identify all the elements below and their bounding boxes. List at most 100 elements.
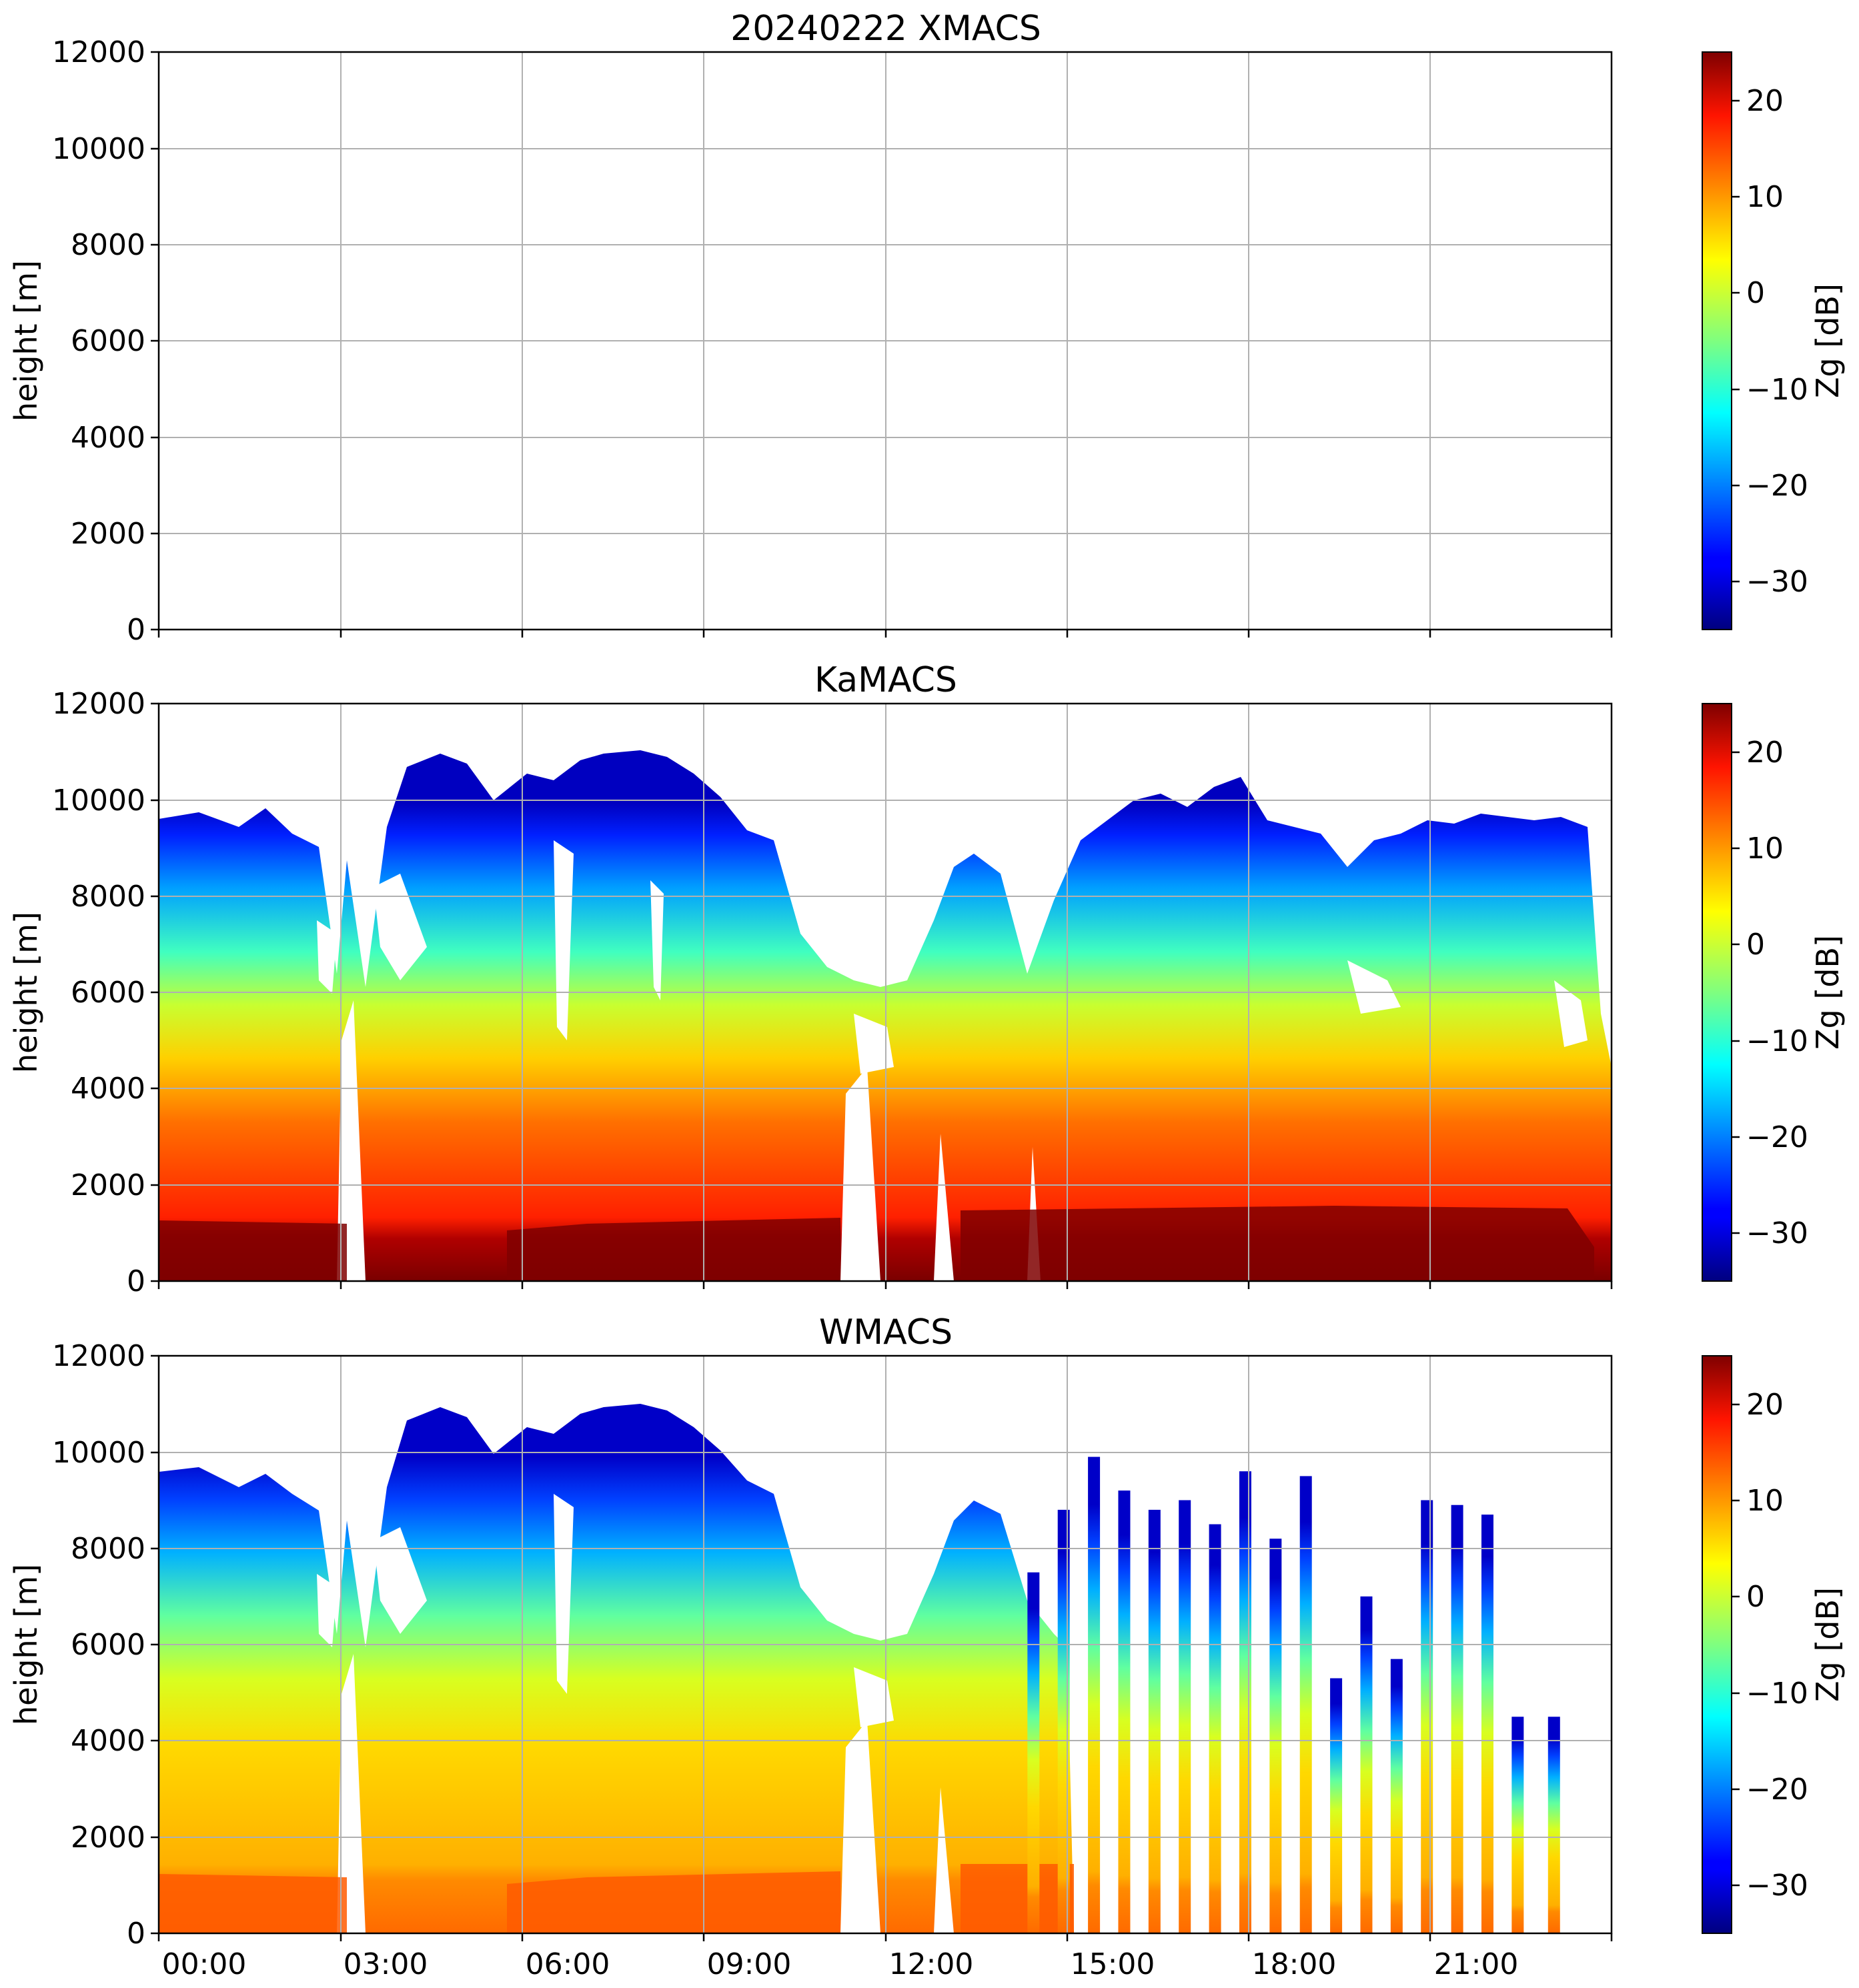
xmacs-colorbar-label: Zg [dB]: [1810, 283, 1846, 398]
cbar-tick-label: 0: [1746, 276, 1765, 310]
kamacs-cloud-gaps: [317, 840, 1588, 1281]
xmacs-title: 20240222 XMACS: [730, 9, 1041, 49]
kamacs-bright-band: [159, 1206, 1594, 1281]
kamacs-colorbar-label: Zg [dB]: [1810, 935, 1846, 1050]
cbar-tick-label: 20: [1746, 1388, 1784, 1422]
xmacs-colorbar: [1702, 51, 1732, 630]
kamacs-y-axis-label: height [m]: [8, 912, 44, 1073]
cbar-tick-label: 20: [1746, 736, 1784, 770]
kamacs-y-tick-labels: 0 2000 4000 6000 8000 10000 12000: [52, 687, 145, 1298]
cbar-tick-label: 10: [1746, 832, 1784, 866]
panel-wmacs: WMACS: [8, 1312, 1846, 1981]
y-tick-label: 6000: [71, 976, 145, 1010]
x-tick-label: 00:00: [162, 1947, 247, 1981]
x-tick-label: 18:00: [1252, 1947, 1337, 1981]
wmacs-y-axis-label: height [m]: [8, 1564, 44, 1725]
cbar-tick-label: 10: [1746, 1484, 1784, 1518]
y-tick-label: 8000: [71, 228, 145, 262]
y-tick-label: 0: [127, 613, 145, 647]
y-tick-label: 12000: [52, 35, 145, 69]
y-tick-label: 2000: [71, 517, 145, 551]
wmacs-scan-strip: [1421, 1500, 1433, 1933]
wmacs-scan-strip: [1481, 1515, 1493, 1933]
cbar-tick-label: 0: [1746, 928, 1765, 962]
kamacs-colorbar-ticks: [1732, 751, 1740, 1234]
x-tick-label: 21:00: [1434, 1947, 1519, 1981]
wmacs-x-tick-labels: 00:00 03:00 06:00 09:00 12:00 15:00 18:0…: [162, 1947, 1519, 1981]
y-tick-label: 4000: [71, 421, 145, 455]
y-tick-label: 2000: [71, 1168, 145, 1202]
y-tick-label: 0: [127, 1264, 145, 1298]
wmacs-cloud-gaps: [317, 1494, 954, 1933]
wmacs-scan-strip: [1299, 1476, 1312, 1933]
cbar-tick-label: −20: [1746, 1120, 1808, 1154]
wmacs-scan-strip: [1239, 1471, 1251, 1933]
y-tick-label: 10000: [52, 784, 145, 818]
x-tick-label: 12:00: [889, 1947, 974, 1981]
wmacs-colorbar: [1702, 1355, 1732, 1934]
wmacs-scan-strip: [1451, 1505, 1463, 1933]
kamacs-colorbar: [1702, 703, 1732, 1282]
wmacs-x-ticks: [157, 1933, 1613, 1941]
xmacs-x-ticks: [157, 630, 1613, 638]
wmacs-scan-strip: [1390, 1659, 1403, 1933]
y-tick-label: 4000: [71, 1072, 145, 1106]
wmacs-scan-strip: [1269, 1539, 1282, 1933]
cbar-tick-label: −20: [1746, 1773, 1808, 1807]
cbar-tick-label: −30: [1746, 565, 1808, 599]
y-tick-label: 12000: [52, 1339, 145, 1373]
cbar-tick-label: −10: [1746, 1024, 1808, 1058]
kamacs-colorbar-tick-labels: 20 10 0 −10 −20 −30: [1746, 736, 1808, 1250]
wmacs-scan-strip: [1547, 1717, 1560, 1933]
xmacs-colorbar-ticks: [1732, 99, 1740, 583]
cbar-tick-label: 20: [1746, 84, 1784, 118]
cbar-tick-label: 10: [1746, 180, 1784, 214]
panel-xmacs: 20240222 XMACS 0 2000 400: [8, 9, 1846, 647]
wmacs-scan-strip: [1057, 1509, 1070, 1933]
y-tick-label: 12000: [52, 687, 145, 721]
x-tick-label: 09:00: [707, 1947, 792, 1981]
kamacs-x-ticks: [157, 1281, 1613, 1289]
wmacs-colorbar-label: Zg [dB]: [1810, 1587, 1846, 1702]
y-tick-label: 10000: [52, 132, 145, 166]
panel-kamacs: KaMACS: [8, 660, 1846, 1298]
y-tick-label: 2000: [71, 1821, 145, 1855]
wmacs-scan-strip: [1088, 1456, 1101, 1933]
x-tick-label: 15:00: [1071, 1947, 1155, 1981]
xmacs-gridlines: [159, 52, 1612, 630]
wmacs-scan-strip: [1148, 1509, 1161, 1933]
kamacs-title: KaMACS: [814, 660, 957, 700]
xmacs-y-tick-labels: 0 2000 4000 6000 8000 10000 12000: [52, 35, 145, 647]
wmacs-scan-strip: [1027, 1572, 1040, 1933]
y-tick-label: 4000: [71, 1724, 145, 1758]
cbar-tick-label: 0: [1746, 1580, 1765, 1614]
wmacs-colorbar-ticks: [1732, 1403, 1740, 1887]
x-tick-label: 03:00: [344, 1947, 428, 1981]
wmacs-y-ticks: [151, 1354, 159, 1935]
xmacs-y-axis-label: height [m]: [8, 260, 44, 421]
y-tick-label: 8000: [71, 880, 145, 914]
y-tick-label: 6000: [71, 324, 145, 358]
x-tick-label: 06:00: [526, 1947, 610, 1981]
wmacs-gridlines: [159, 1356, 1612, 1933]
cbar-tick-label: −20: [1746, 469, 1808, 503]
wmacs-scan-strip: [1179, 1500, 1191, 1933]
wmacs-scan-strip: [1511, 1717, 1524, 1933]
xmacs-colorbar-tick-labels: 20 10 0 −10 −20 −30: [1746, 84, 1808, 599]
y-tick-label: 8000: [71, 1532, 145, 1566]
y-tick-label: 6000: [71, 1628, 145, 1662]
wmacs-scan-strip: [1209, 1524, 1221, 1933]
kamacs-gridlines: [159, 704, 1612, 1281]
wmacs-scan-strip: [1118, 1490, 1131, 1933]
wmacs-scan-strip: [1330, 1678, 1343, 1933]
kamacs-y-ticks: [151, 702, 159, 1282]
wmacs-melting-layer: [159, 1864, 1074, 1933]
xmacs-y-ticks: [151, 51, 159, 631]
cbar-tick-label: −30: [1746, 1216, 1808, 1250]
wmacs-colorbar-tick-labels: 20 10 0 −10 −20 −30: [1746, 1388, 1808, 1903]
wmacs-y-tick-labels: 0 2000 4000 6000 8000 10000 12000: [52, 1339, 145, 1951]
wmacs-scan-strip: [1360, 1596, 1373, 1933]
y-tick-label: 10000: [52, 1436, 145, 1470]
cbar-tick-label: −30: [1746, 1869, 1808, 1903]
